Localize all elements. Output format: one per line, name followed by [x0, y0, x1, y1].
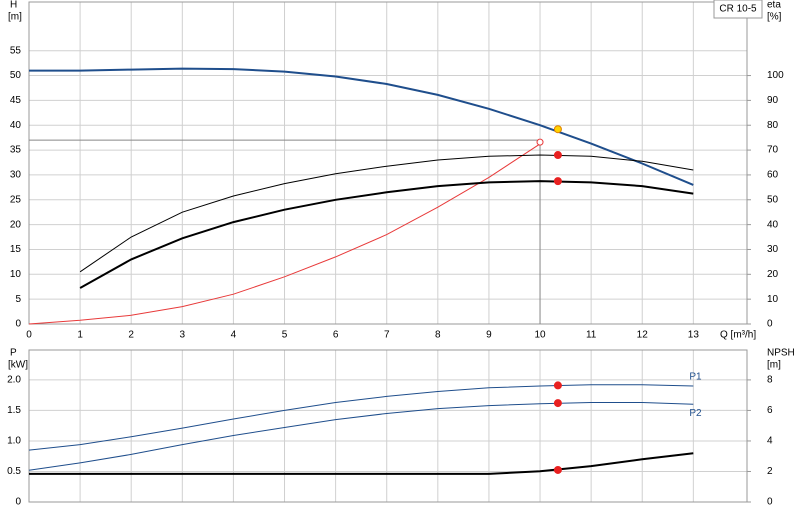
series-line — [28, 143, 541, 325]
y-tick-label: 55 — [10, 45, 22, 56]
x-tick-label: 11 — [586, 330, 597, 341]
x-tick-label: 12 — [637, 330, 649, 341]
y2-tick-label: 90 — [767, 95, 779, 106]
y2-tick-label: 2 — [767, 466, 773, 477]
marker — [553, 177, 562, 186]
x-tick-label: 0 — [26, 330, 32, 341]
marker — [553, 465, 562, 474]
x-tick-label: 4 — [231, 330, 237, 341]
plot-area — [28, 1, 748, 325]
x-tick-label: 5 — [282, 330, 288, 341]
y2-tick-label: 100 — [767, 70, 784, 81]
y-tick-label: 25 — [10, 194, 22, 205]
y2-tick-label: 60 — [767, 170, 779, 181]
x-tick-label: 9 — [486, 330, 492, 341]
y2-tick-label: 20 — [767, 269, 779, 280]
series-line — [28, 384, 694, 451]
y2-tick-label: 6 — [767, 405, 773, 416]
x-tick-label: 6 — [333, 330, 339, 341]
x-tick-label: 3 — [180, 330, 186, 341]
y-tick-label: 50 — [10, 70, 22, 81]
y2-tick-label: 4 — [767, 436, 773, 447]
badge: CR 10-5 — [719, 4, 757, 15]
y-tick-label: 0 — [15, 319, 21, 330]
y2-tick-label: 40 — [767, 219, 779, 230]
x-tick-label: 7 — [384, 330, 390, 341]
y2-axis-label: NPSH — [767, 348, 795, 359]
series-line — [29, 67, 694, 186]
x-tick-label: 10 — [534, 330, 546, 341]
y-axis-label: P — [10, 348, 17, 359]
y-tick-label: 2.0 — [7, 375, 21, 386]
y2-axis-unit: [%] — [767, 12, 782, 23]
y2-tick-label: 80 — [767, 120, 779, 131]
y2-tick-label: 70 — [767, 145, 779, 156]
series-line — [79, 154, 694, 273]
marker — [553, 399, 562, 408]
y2-tick-label: 30 — [767, 244, 779, 255]
x-tick-label: 8 — [435, 330, 441, 341]
series-line — [29, 452, 694, 475]
y-tick-label: 0 — [15, 497, 21, 508]
marker — [553, 151, 562, 160]
y2-tick-label: 50 — [767, 194, 779, 205]
marker — [553, 125, 562, 134]
badge-box — [713, 0, 763, 19]
x-tick-label: 13 — [688, 330, 700, 341]
y-tick-label: 20 — [10, 219, 22, 230]
plot-area — [28, 349, 748, 503]
y-tick-label: 1.5 — [7, 405, 21, 416]
y-tick-label: 15 — [10, 244, 22, 255]
y-tick-label: 0.5 — [7, 466, 21, 477]
y2-tick-label: 10 — [767, 294, 779, 305]
y-axis-unit: [kW] — [8, 360, 28, 371]
plot-frame — [28, 349, 748, 503]
y2-axis-unit: [m] — [767, 360, 781, 371]
y2-tick-label: 0 — [767, 497, 773, 508]
y-tick-label: 35 — [10, 145, 22, 156]
y-tick-label: 10 — [10, 269, 22, 280]
x-axis-label: Q [m³/h] — [720, 330, 756, 341]
x-tick-label: 1 — [77, 330, 83, 341]
y-axis-label: H — [10, 0, 17, 11]
y-tick-label: 30 — [10, 170, 22, 181]
series-line — [28, 402, 694, 471]
marker — [553, 381, 562, 390]
y-tick-label: 1.0 — [7, 436, 21, 447]
y-axis-unit: [m] — [8, 12, 22, 23]
x-tick-label: 2 — [128, 330, 134, 341]
series-line — [79, 180, 694, 289]
y-tick-label: 45 — [10, 95, 22, 106]
y-tick-label: 40 — [10, 120, 22, 131]
plot-frame — [28, 1, 748, 325]
y-tick-label: 5 — [15, 294, 21, 305]
y2-tick-label: 8 — [767, 375, 773, 386]
y2-tick-label: 0 — [767, 319, 773, 330]
marker — [536, 138, 544, 146]
series-label: P1 — [689, 372, 702, 383]
series-label: P2 — [689, 408, 702, 419]
y2-axis-label: eta — [767, 0, 781, 11]
